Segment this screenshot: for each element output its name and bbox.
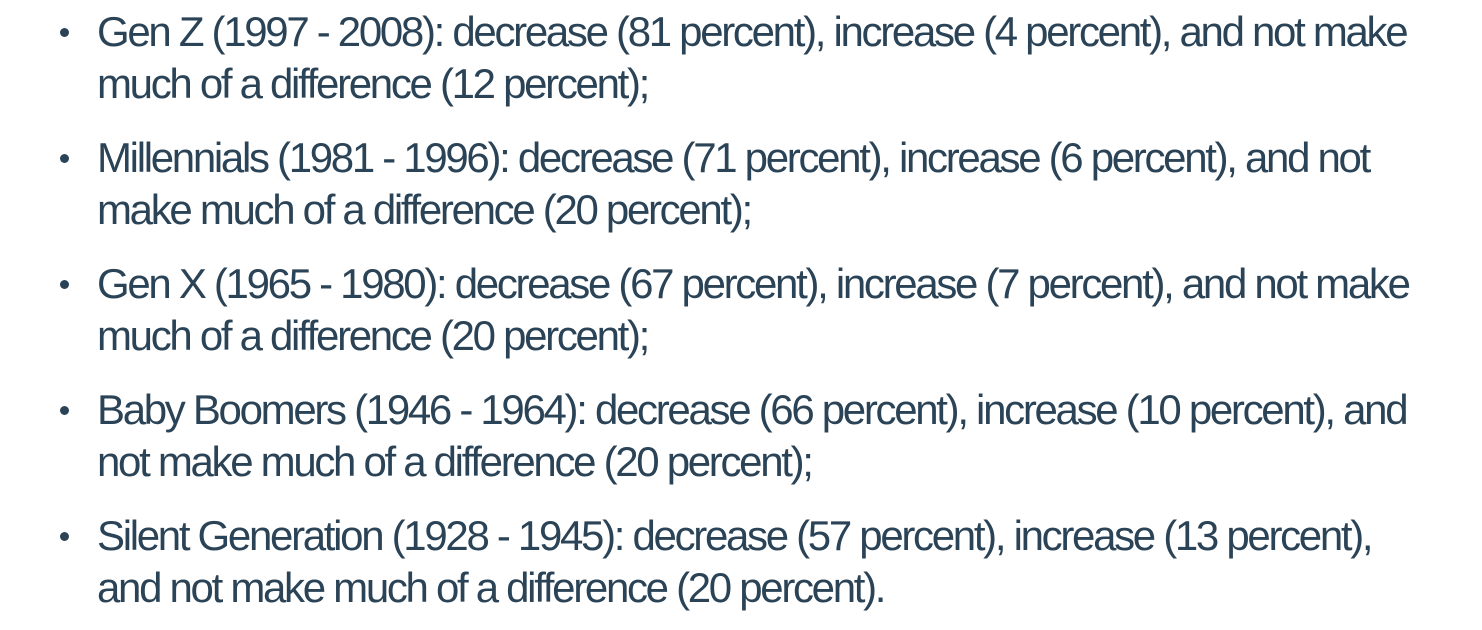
bullet-icon — [60, 280, 69, 289]
list-item: Silent Generation (1928 - 1945): decreas… — [60, 510, 1442, 614]
list-item: Gen Z (1997 - 2008): decrease (81 percen… — [60, 6, 1442, 110]
list-item-line: Baby Boomers (1946 - 1964): decrease (66… — [97, 386, 1409, 433]
list-item-line: Silent Generation (1928 - 1945): decreas… — [97, 512, 1374, 559]
bullet-icon — [60, 532, 69, 541]
bullet-list: Gen Z (1997 - 2008): decrease (81 percen… — [0, 6, 1482, 614]
list-item: Millennials (1981 - 1996): decrease (71 … — [60, 132, 1442, 236]
list-item-line: Gen X (1965 - 1980): decrease (67 percen… — [97, 260, 1411, 307]
bullet-icon — [60, 28, 69, 37]
list-item-line: make much of a difference (20 percent); — [97, 186, 753, 233]
list-item-line: and not make much of a difference (20 pe… — [97, 564, 886, 611]
list-item-line: much of a difference (20 percent); — [97, 312, 650, 359]
bullet-icon — [60, 154, 69, 163]
list-item-line: not make much of a difference (20 percen… — [97, 438, 814, 485]
list-item: Baby Boomers (1946 - 1964): decrease (66… — [60, 384, 1442, 488]
list-item-line: Millennials (1981 - 1996): decrease (71 … — [97, 134, 1371, 181]
list-item-line: much of a difference (12 percent); — [97, 60, 650, 107]
bullet-icon — [60, 406, 69, 415]
list-item-line: Gen Z (1997 - 2008): decrease (81 percen… — [97, 8, 1409, 55]
list-item: Gen X (1965 - 1980): decrease (67 percen… — [60, 258, 1442, 362]
